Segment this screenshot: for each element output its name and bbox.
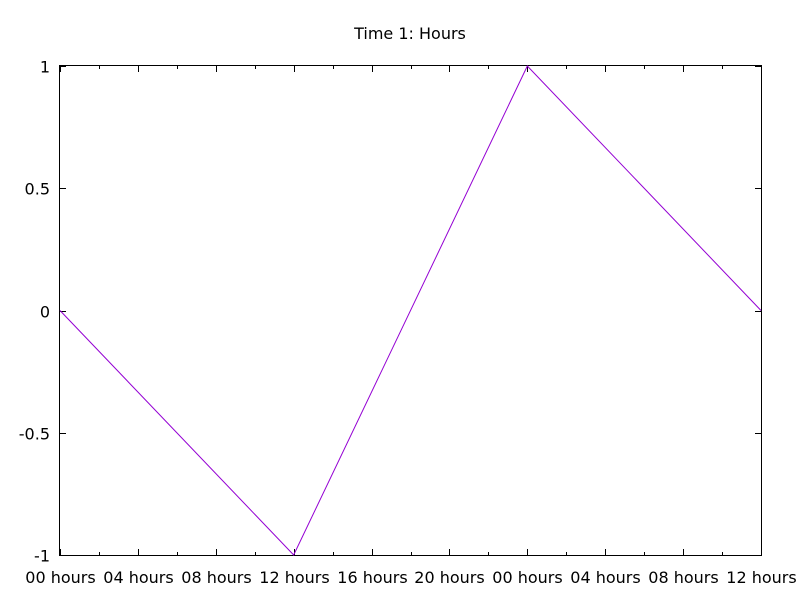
x-tick-label: 04 hours bbox=[570, 568, 640, 587]
x-tick-label: 16 hours bbox=[337, 568, 407, 587]
y-tick-label: 0 bbox=[40, 303, 50, 322]
chart-title: Time 1: Hours bbox=[353, 24, 466, 43]
x-tick-label: 00 hours bbox=[25, 568, 95, 587]
x-tick-label: 04 hours bbox=[103, 568, 173, 587]
x-tick-label: 08 hours bbox=[181, 568, 251, 587]
x-tick-label: 12 hours bbox=[259, 568, 329, 587]
y-tick-label: -0.5 bbox=[19, 425, 50, 444]
series-line bbox=[59, 65, 762, 556]
x-tick-label: 08 hours bbox=[648, 568, 718, 587]
x-tick-label: 00 hours bbox=[492, 568, 562, 587]
y-tick-label: -1 bbox=[34, 547, 50, 566]
y-tick-label: 0.5 bbox=[25, 180, 50, 199]
x-tick-label: 20 hours bbox=[414, 568, 484, 587]
x-tick-label: 12 hours bbox=[726, 568, 796, 587]
y-tick-label: 1 bbox=[40, 58, 50, 77]
plot-area-border bbox=[59, 65, 762, 556]
